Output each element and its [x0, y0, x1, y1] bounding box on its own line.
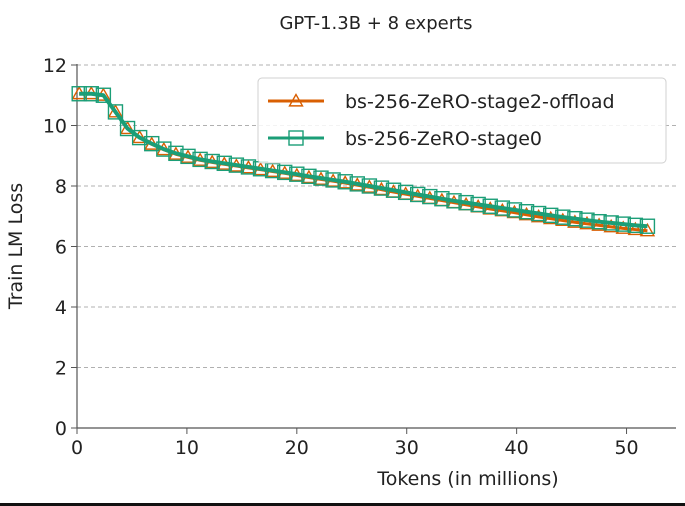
- series-line: [79, 91, 648, 229]
- series-stage0: [71, 86, 656, 234]
- data-point: [349, 176, 365, 192]
- data-point: [107, 103, 124, 118]
- data-point: [228, 157, 245, 173]
- data-point: [494, 200, 511, 216]
- data-point: [470, 196, 486, 213]
- data-point: [95, 87, 112, 103]
- data-point: [397, 184, 414, 201]
- data-point: [555, 212, 571, 227]
- data-point: [180, 148, 196, 165]
- series-layer: [71, 85, 656, 237]
- legend-label: bs-256-ZeRO-stage2-offload: [345, 91, 615, 113]
- y-tick-label: 6: [55, 237, 67, 259]
- data-point: [543, 207, 559, 224]
- legend-entry: bs-256-ZeRO-stage2-offload: [268, 91, 615, 113]
- data-point: [603, 218, 619, 233]
- data-point: [518, 204, 535, 220]
- data-point: [313, 170, 329, 186]
- data-point: [603, 215, 619, 231]
- data-point: [434, 191, 450, 207]
- y-tick-label: 0: [55, 418, 67, 440]
- data-point: [627, 221, 644, 236]
- data-point: [579, 212, 595, 228]
- data-point: [615, 216, 631, 232]
- legend-frame: [257, 77, 667, 164]
- data-point: [156, 141, 172, 157]
- x-tick-label: 50: [614, 437, 638, 459]
- data-point: [579, 215, 595, 230]
- data-point: [107, 104, 124, 120]
- bottom-border: [0, 503, 685, 506]
- y-tick-label: 8: [55, 176, 67, 198]
- data-point: [83, 86, 99, 102]
- data-point: [591, 213, 607, 230]
- legend-entry: bs-256-ZeRO-stage0: [268, 128, 542, 150]
- y-tick-label: 12: [43, 55, 67, 77]
- x-tick-label: 0: [71, 437, 83, 459]
- data-point: [542, 210, 559, 225]
- data-point: [422, 188, 438, 205]
- data-point: [71, 86, 87, 102]
- data-point: [192, 151, 208, 168]
- data-point: [119, 120, 136, 135]
- data-point: [385, 182, 402, 198]
- data-point: [639, 218, 656, 234]
- y-axis-label: Train LM Loss: [5, 183, 27, 310]
- data-point: [627, 217, 644, 234]
- data-point: [373, 180, 390, 196]
- data-point: [204, 153, 220, 170]
- data-point: [216, 155, 232, 172]
- legend-label: bs-256-ZeRO-stage0: [345, 128, 542, 150]
- data-point: [240, 159, 257, 175]
- data-point: [277, 164, 293, 181]
- x-axis-label: Tokens (in millions): [376, 468, 558, 490]
- data-point: [530, 208, 547, 223]
- data-point: [482, 198, 498, 214]
- y-tick-label: 4: [55, 297, 67, 319]
- data-point: [119, 120, 136, 137]
- data-point: [567, 210, 583, 227]
- data-point: [289, 166, 305, 182]
- data-point: [567, 214, 583, 228]
- data-point: [301, 168, 317, 185]
- data-point: [639, 222, 656, 237]
- legend: bs-256-ZeRO-stage2-offload bs-256-ZeRO-st…: [257, 77, 667, 164]
- x-tick-label: 10: [175, 437, 199, 459]
- chart-title: GPT-1.3B + 8 experts: [279, 13, 472, 34]
- triangle-marker-icon: [288, 93, 304, 107]
- data-point: [337, 174, 353, 190]
- data-point: [131, 129, 148, 146]
- y-tick-label: 10: [43, 116, 67, 138]
- x-tick-label: 30: [395, 437, 419, 459]
- x-ticks: 0 10 20 30 40 50: [71, 428, 639, 459]
- data-point: [410, 186, 426, 203]
- data-point: [446, 193, 462, 209]
- data-point: [458, 194, 474, 211]
- data-point: [325, 172, 341, 188]
- x-tick-label: 20: [285, 437, 309, 459]
- data-point: [506, 202, 523, 218]
- data-point: [530, 205, 547, 222]
- data-point: [615, 220, 631, 234]
- y-ticks: 0 2 4 6 8 10 12: [43, 55, 77, 440]
- data-point: [168, 145, 184, 162]
- data-point: [555, 209, 571, 225]
- x-tick-label: 40: [505, 437, 529, 459]
- y-tick-label: 2: [55, 358, 67, 380]
- data-point: [361, 178, 378, 194]
- data-point: [264, 162, 281, 179]
- data-point: [591, 217, 607, 231]
- square-marker-icon: [288, 130, 304, 146]
- data-point: [144, 135, 160, 152]
